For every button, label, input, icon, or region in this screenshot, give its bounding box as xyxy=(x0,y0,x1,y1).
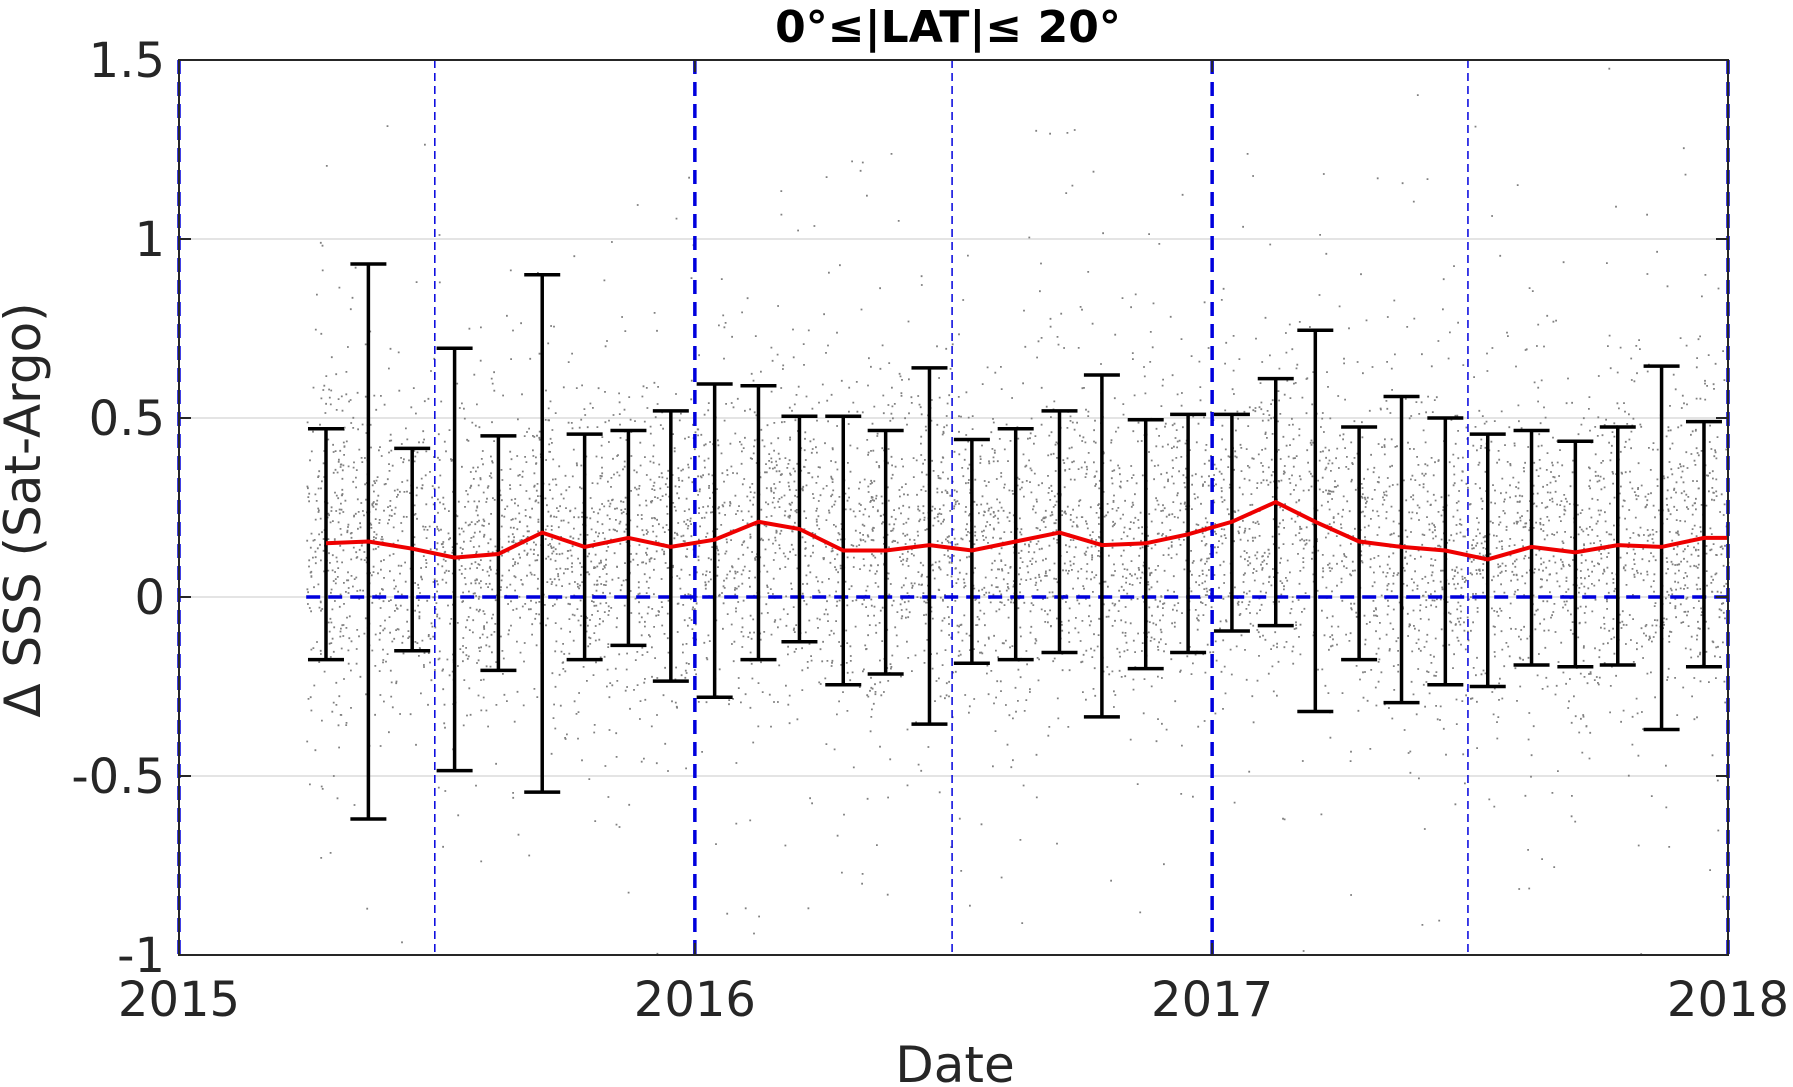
axes xyxy=(178,59,1729,956)
error-bars xyxy=(307,262,1722,821)
scatter-points xyxy=(306,67,1730,956)
mean-line xyxy=(325,499,1728,562)
y-tick-label: 0 xyxy=(134,570,165,626)
y-tick-label: 1.5 xyxy=(89,33,165,89)
tick-labels: -1 -0.5 0 0.5 1 1.5 2015 2016 2017 2018 xyxy=(71,33,1789,1028)
axes-box xyxy=(178,59,1729,956)
x-tick-label: 2016 xyxy=(634,972,756,1028)
mean-polyline xyxy=(325,499,1728,562)
x-tick-label: 2015 xyxy=(118,972,240,1028)
x-tick-label: 2018 xyxy=(1667,972,1789,1028)
scatter-dots xyxy=(306,67,1730,956)
y-tick-label: -1 xyxy=(117,928,165,984)
x-tick-label: 2017 xyxy=(1151,972,1273,1028)
y-tick-label: 0.5 xyxy=(89,391,165,447)
chart-title: 0°≤|LAT|≤ 20° xyxy=(775,2,1121,53)
y-axis-label: Δ SSS (Sat-Argo) xyxy=(0,302,52,717)
y-tick-label: -0.5 xyxy=(71,749,165,805)
y-tick-label: 1 xyxy=(134,212,165,268)
x-axis-label: Date xyxy=(895,1036,1015,1087)
